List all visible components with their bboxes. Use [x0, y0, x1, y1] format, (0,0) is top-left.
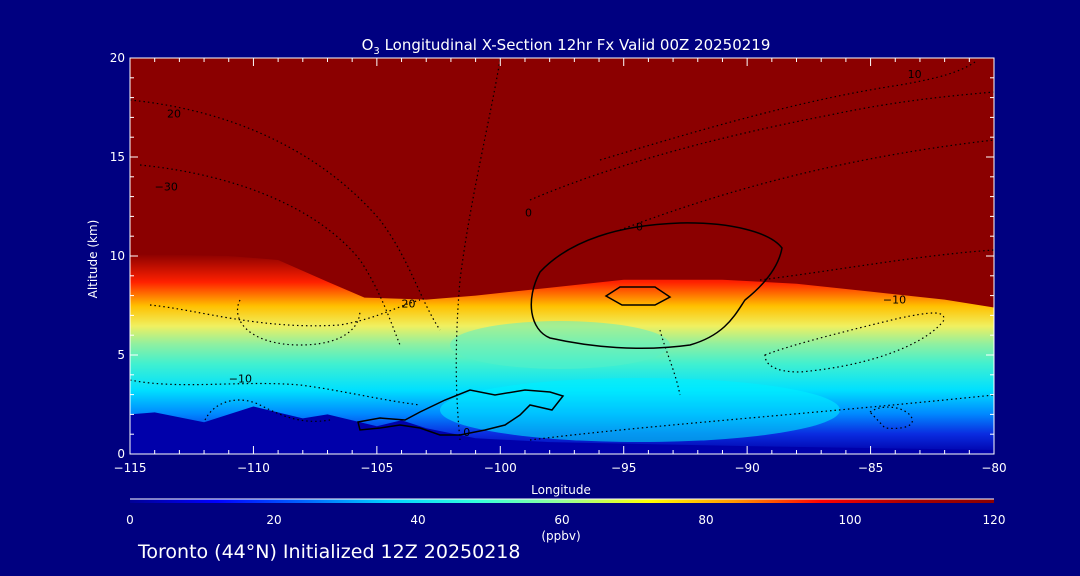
contour-line — [236, 299, 361, 346]
colorbar-tick-label: 80 — [698, 513, 713, 527]
colorbar-tick-label: 100 — [839, 513, 862, 527]
contour-label: 0 — [463, 426, 470, 439]
contour-line — [619, 139, 994, 231]
contour-line — [599, 61, 976, 161]
contour-line — [455, 59, 501, 441]
x-tick-label: −105 — [360, 461, 393, 475]
contour-line — [130, 379, 421, 406]
zero-contour — [530, 222, 783, 350]
y-tick-label: 10 — [110, 249, 125, 263]
contour-line — [659, 329, 681, 396]
contour-label: −10 — [229, 373, 252, 386]
colorbar-label: (ppbv) — [541, 529, 580, 543]
x-tick-label: −100 — [484, 461, 517, 475]
colorbar-tick-label: 0 — [126, 513, 134, 527]
colorbar-tick-label: 20 — [266, 513, 281, 527]
colorbar-tick-label: 40 — [410, 513, 425, 527]
colorbar-tick-label: 60 — [554, 513, 569, 527]
contour-label: −30 — [155, 181, 178, 194]
footer-caption: Toronto (44°N) Initialized 12Z 20250218 — [138, 541, 521, 563]
contour-label: 20 — [402, 297, 416, 310]
x-tick-label: −95 — [611, 461, 636, 475]
contour-line — [529, 91, 994, 201]
zero-contour — [357, 389, 565, 436]
colorbar-ticks: 0 20 40 60 80 100 120 — [126, 513, 1005, 527]
x-tick-label: −90 — [734, 461, 759, 475]
y-tick-label: 0 — [117, 447, 125, 461]
colorbar-tick-label: 120 — [983, 513, 1006, 527]
contour-line — [130, 99, 441, 331]
y-tick-label: 20 — [110, 51, 125, 65]
contour-label: 0 — [636, 220, 643, 233]
terrain-mask — [130, 406, 994, 454]
colorbar — [130, 499, 994, 503]
y-tick-label: 15 — [110, 150, 125, 164]
y-axis-label: Altitude (km) — [86, 220, 100, 299]
chart-title: O3 Longitudinal X-Section 12hr Fx Valid … — [362, 36, 771, 57]
contour-line — [139, 164, 401, 346]
dotted-contours — [130, 59, 994, 441]
contour-labels: 20 −30 0 0 10 20 −10 −10 0 — [155, 68, 922, 439]
x-tick-label: −80 — [981, 461, 1006, 475]
plot-area: 20 −30 0 0 10 20 −10 −10 0 — [130, 58, 994, 454]
x-tick-label: −115 — [114, 461, 147, 475]
x-axis-label: Longitude — [531, 483, 591, 497]
x-tick-label: −85 — [858, 461, 883, 475]
y-tick-label: 5 — [117, 348, 125, 362]
solid-contours — [357, 222, 783, 436]
mid-ozone-region — [450, 321, 670, 369]
zero-contour — [604, 286, 672, 306]
x-tick-label: −110 — [237, 461, 270, 475]
contour-label: 20 — [167, 107, 181, 120]
contour-label: 10 — [908, 68, 922, 81]
contour-line — [204, 399, 331, 422]
contour-line — [759, 249, 994, 281]
contour-label: −10 — [883, 294, 906, 307]
contour-label: 0 — [525, 206, 532, 219]
low-ozone-region — [440, 378, 840, 442]
contour-line — [764, 312, 945, 373]
